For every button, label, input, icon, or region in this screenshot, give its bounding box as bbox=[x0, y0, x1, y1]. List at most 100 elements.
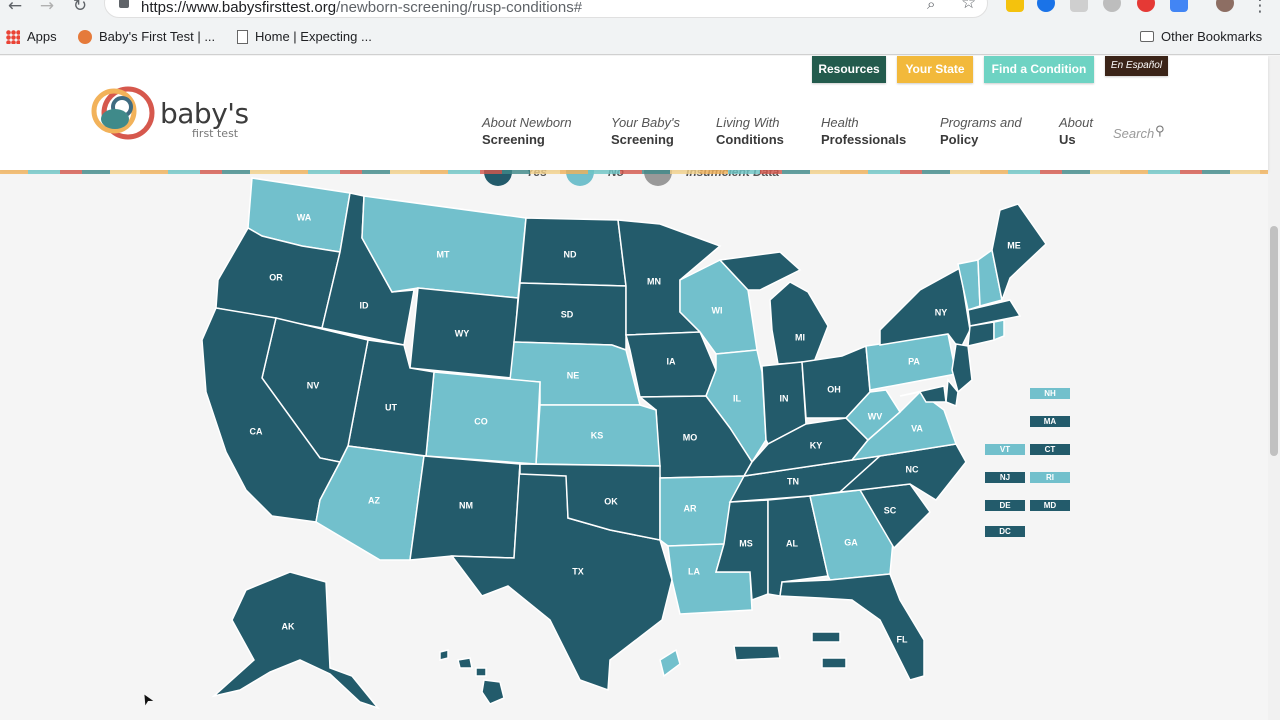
box-md[interactable]: MD bbox=[1030, 500, 1070, 511]
state-ia[interactable]: IA bbox=[625, 331, 717, 398]
bookmark-label: Other Bookmarks bbox=[1161, 29, 1263, 44]
state-label: PA bbox=[908, 356, 920, 366]
web-page: baby's first test Resources Your State F… bbox=[0, 56, 1280, 720]
state-label: AK bbox=[282, 621, 295, 631]
forward-icon[interactable]: → bbox=[39, 0, 55, 16]
bookmark-home-expecting[interactable]: Home | Expecting ... bbox=[237, 29, 372, 44]
bookmark-star-icon[interactable]: ☆ bbox=[961, 0, 977, 13]
state-de[interactable] bbox=[945, 378, 959, 408]
site-logo[interactable]: baby's first test bbox=[88, 83, 298, 143]
bookmark-other[interactable]: Other Bookmarks bbox=[1140, 29, 1262, 44]
espanol-button[interactable]: En Español bbox=[1105, 56, 1168, 76]
state-label: KY bbox=[810, 440, 823, 450]
state-label: MT bbox=[437, 249, 450, 259]
nav-about-newborn-screening[interactable]: About Newborn Screening bbox=[482, 114, 572, 148]
extension-icon[interactable] bbox=[1137, 0, 1155, 12]
zoom-icon[interactable]: ⌕ bbox=[927, 0, 936, 13]
state-label: NM bbox=[459, 500, 473, 510]
nav-label-top: Programs and bbox=[940, 115, 1022, 130]
browser-toolbar: ← → ↻ https://www.babysfirsttest.org/new… bbox=[0, 0, 1280, 22]
state-mt[interactable]: MT bbox=[361, 195, 527, 299]
nav-label-top: Health bbox=[821, 115, 859, 130]
state-sd[interactable]: SD bbox=[513, 282, 627, 352]
state-ks[interactable]: KS bbox=[535, 404, 661, 467]
state-md[interactable] bbox=[899, 385, 947, 403]
extension-icon[interactable] bbox=[1070, 0, 1088, 12]
state-nd[interactable]: ND bbox=[519, 217, 627, 287]
legend-no-swatch bbox=[566, 170, 594, 186]
nav-programs-and-policy[interactable]: Programs and Policy bbox=[940, 114, 1022, 148]
bookmark-babys-first-test[interactable]: Baby's First Test | ... bbox=[78, 29, 215, 44]
state-wy[interactable]: WY bbox=[409, 287, 519, 379]
state-nj[interactable] bbox=[951, 343, 973, 394]
state-label: ME bbox=[1007, 240, 1021, 250]
state-ct[interactable] bbox=[967, 321, 995, 347]
state-label: WI bbox=[712, 305, 723, 315]
box-ct[interactable]: CT bbox=[1030, 444, 1070, 455]
territory-guam[interactable] bbox=[659, 648, 681, 678]
resources-button[interactable]: Resources bbox=[812, 56, 886, 83]
state-label: AZ bbox=[368, 495, 380, 505]
territory-pr[interactable] bbox=[733, 645, 781, 661]
menu-icon[interactable]: ⋮ bbox=[1251, 0, 1269, 16]
avatar[interactable] bbox=[1216, 0, 1234, 12]
box-dc[interactable]: DC bbox=[985, 526, 1025, 537]
state-label: IA bbox=[667, 356, 677, 366]
state-mi[interactable]: MI bbox=[718, 251, 829, 365]
page-scrollbar[interactable] bbox=[1268, 56, 1280, 720]
reload-icon[interactable]: ↻ bbox=[72, 0, 88, 16]
state-ma[interactable] bbox=[967, 299, 1022, 327]
state-label: FL bbox=[897, 634, 908, 644]
state-label: GA bbox=[844, 537, 858, 547]
state-wv[interactable]: WV bbox=[844, 389, 901, 442]
box-de[interactable]: DE bbox=[985, 500, 1025, 511]
legend-yes-swatch bbox=[484, 170, 512, 186]
legend-yes: Yes bbox=[484, 170, 547, 186]
state-va[interactable]: VA bbox=[850, 391, 958, 462]
state-fl[interactable]: FL bbox=[779, 573, 925, 681]
bookmark-apps[interactable]: Apps bbox=[6, 29, 57, 44]
box-nj[interactable]: NJ bbox=[985, 472, 1025, 483]
box-vt[interactable]: VT bbox=[985, 444, 1025, 455]
search-icon[interactable]: ⚲ bbox=[1155, 124, 1165, 139]
nav-label-top: About Newborn bbox=[482, 115, 572, 130]
state-label: MS bbox=[739, 538, 753, 548]
state-label: WV bbox=[868, 411, 883, 421]
logo-wordmark: baby's bbox=[160, 97, 249, 130]
box-ri[interactable]: RI bbox=[1030, 472, 1070, 483]
back-icon[interactable]: ← bbox=[7, 0, 23, 16]
state-ak[interactable]: AK bbox=[211, 571, 381, 710]
lock-icon bbox=[119, 0, 129, 8]
find-condition-button[interactable]: Find a Condition bbox=[984, 56, 1094, 83]
search-input[interactable]: Search bbox=[1113, 126, 1155, 141]
extension-icon[interactable] bbox=[1006, 0, 1024, 12]
state-label: VA bbox=[911, 423, 923, 433]
state-ny[interactable]: NY bbox=[879, 266, 971, 352]
nav-your-babys-screening[interactable]: Your Baby's Screening bbox=[611, 114, 680, 148]
nav-label-bottom: Us bbox=[1059, 132, 1076, 147]
state-me[interactable]: ME bbox=[991, 203, 1047, 303]
extension-icon[interactable] bbox=[1170, 0, 1188, 12]
territory-islands[interactable] bbox=[811, 631, 847, 669]
scrollbar-thumb[interactable] bbox=[1270, 226, 1278, 456]
nav-health-professionals[interactable]: Health Professionals bbox=[821, 114, 906, 148]
nav-label-bottom: Conditions bbox=[716, 132, 784, 147]
url-text[interactable]: https://www.babysfirsttest.org/newborn-s… bbox=[141, 0, 583, 16]
nav-label-bottom: Screening bbox=[482, 132, 545, 147]
extension-icon[interactable] bbox=[1037, 0, 1055, 12]
state-ri[interactable] bbox=[993, 319, 1005, 342]
nav-about-us[interactable]: About Us bbox=[1059, 114, 1093, 148]
state-hi[interactable] bbox=[439, 649, 505, 705]
extension-icon[interactable] bbox=[1103, 0, 1121, 12]
box-ma[interactable]: MA bbox=[1030, 416, 1070, 427]
address-bar[interactable]: https://www.babysfirsttest.org/newborn-s… bbox=[104, 0, 988, 18]
state-nm[interactable]: NM bbox=[409, 455, 521, 561]
state-label: IN bbox=[780, 393, 789, 403]
nav-living-with-conditions[interactable]: Living With Conditions bbox=[716, 114, 784, 148]
your-state-button[interactable]: Your State bbox=[897, 56, 973, 83]
box-nh[interactable]: NH bbox=[1030, 388, 1070, 399]
state-label: SC bbox=[884, 505, 897, 515]
state-label: TN bbox=[787, 476, 799, 486]
state-co[interactable]: CO bbox=[425, 371, 541, 465]
state-label: IL bbox=[733, 393, 742, 403]
